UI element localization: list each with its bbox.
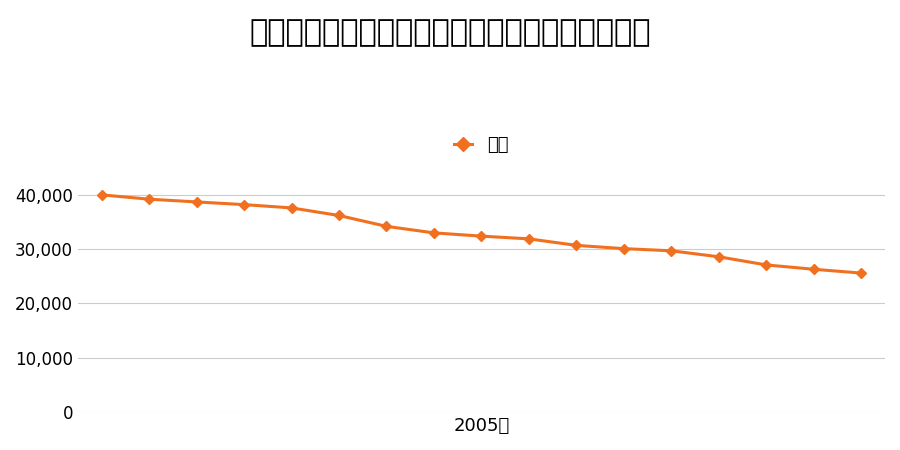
価格 (760, 262, 771, 268)
価格 (334, 213, 345, 218)
Legend: 価格: 価格 (447, 129, 516, 162)
価格 (238, 202, 249, 207)
価格 (428, 230, 439, 236)
価格 (714, 254, 724, 260)
価格 (144, 197, 155, 202)
Text: 石川県鳳至郡穴水町字鵜島ハ１９番外の地価推移: 石川県鳳至郡穴水町字鵜島ハ１９番外の地価推移 (249, 18, 651, 47)
価格 (666, 248, 677, 253)
価格 (381, 224, 392, 229)
価格 (524, 236, 535, 242)
価格 (618, 246, 629, 252)
Line: 価格: 価格 (98, 191, 865, 277)
価格 (856, 270, 867, 276)
価格 (286, 205, 297, 211)
価格 (476, 234, 487, 239)
価格 (191, 199, 202, 205)
価格 (808, 266, 819, 272)
価格 (571, 243, 581, 248)
価格 (96, 192, 107, 198)
